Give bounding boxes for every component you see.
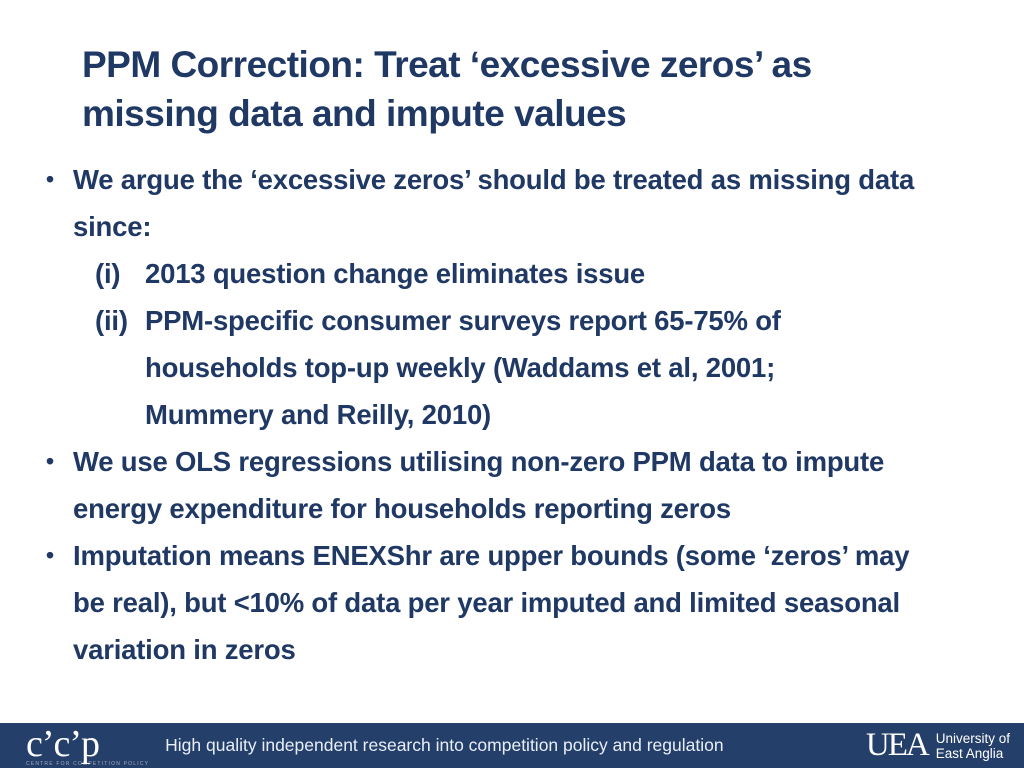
bullet-dot-icon: •: [46, 166, 54, 192]
uea-logo-mark: UEA: [865, 727, 930, 763]
bullet-item-2-text: We use OLS regressions utilising non-zer…: [73, 438, 991, 532]
uea-name-line-2: East Anglia: [935, 745, 1004, 761]
uea-name-line-1: University of: [935, 730, 1010, 746]
sub-ii-line-3: Mummery and Reilly, 2010): [145, 399, 492, 430]
bullet-item-1-text: We argue the ‘excessive zeros’ should be…: [73, 156, 991, 250]
uea-logo: UEA University of East Anglia: [866, 729, 1010, 762]
slide-title: PPM Correction: Treat ‘excessive zeros’ …: [82, 40, 982, 138]
sub-item-ii-text: PPM-specific consumer surveys report 65-…: [145, 297, 991, 438]
footer-tagline: High quality independent research into c…: [165, 735, 724, 755]
bullet-2-line-1: We use OLS regressions utilising non-zer…: [73, 446, 885, 477]
bullet-3-line-1: Imputation means ENEXShr are upper bound…: [73, 540, 910, 571]
sub-item-i: (i) 2013 question change eliminates issu…: [95, 250, 991, 297]
uea-logo-name: University of East Anglia: [936, 731, 1010, 761]
sub-item-i-marker: (i): [95, 258, 121, 289]
bullet-3-line-2: be real), but <10% of data per year impu…: [73, 587, 900, 618]
sub-item-ii-marker: (ii): [95, 305, 128, 336]
footer-bar: c’c’p centre for competition policy High…: [0, 723, 1024, 768]
slide-body: • We argue the ‘excessive zeros’ should …: [46, 156, 991, 673]
ccp-logo-subtext: centre for competition policy: [26, 760, 150, 767]
bullet-item-3-text: Imputation means ENEXShr are upper bound…: [73, 532, 991, 673]
bullet-dot-icon: •: [46, 542, 54, 568]
sub-item-ii: (ii) PPM-specific consumer surveys repor…: [95, 297, 991, 438]
slide-title-line-2: missing data and impute values: [82, 93, 627, 134]
bullet-1-line-2: since:: [73, 211, 152, 242]
bullet-dot-icon: •: [46, 448, 54, 474]
ccp-logo: c’c’p centre for competition policy: [26, 722, 150, 767]
bullet-3-line-3: variation in zeros: [73, 634, 296, 665]
bullet-1-line-1: We argue the ‘excessive zeros’ should be…: [73, 164, 915, 195]
sub-ii-line-2: households top-up weekly (Waddams et al,…: [145, 352, 776, 383]
bullet-item-3: • Imputation means ENEXShr are upper bou…: [46, 532, 991, 673]
ccp-logo-wordmark: c’c’p: [26, 722, 100, 765]
sub-ii-line-1: PPM-specific consumer surveys report 65-…: [145, 305, 781, 336]
bullet-item-1: • We argue the ‘excessive zeros’ should …: [46, 156, 991, 250]
bullet-item-2: • We use OLS regressions utilising non-z…: [46, 438, 991, 532]
slide-title-line-1: PPM Correction: Treat ‘excessive zeros’ …: [82, 44, 812, 85]
sub-item-i-text: 2013 question change eliminates issue: [145, 250, 991, 297]
bullet-2-line-2: energy expenditure for households report…: [73, 493, 731, 524]
sub-i-line-1: 2013 question change eliminates issue: [145, 258, 646, 289]
